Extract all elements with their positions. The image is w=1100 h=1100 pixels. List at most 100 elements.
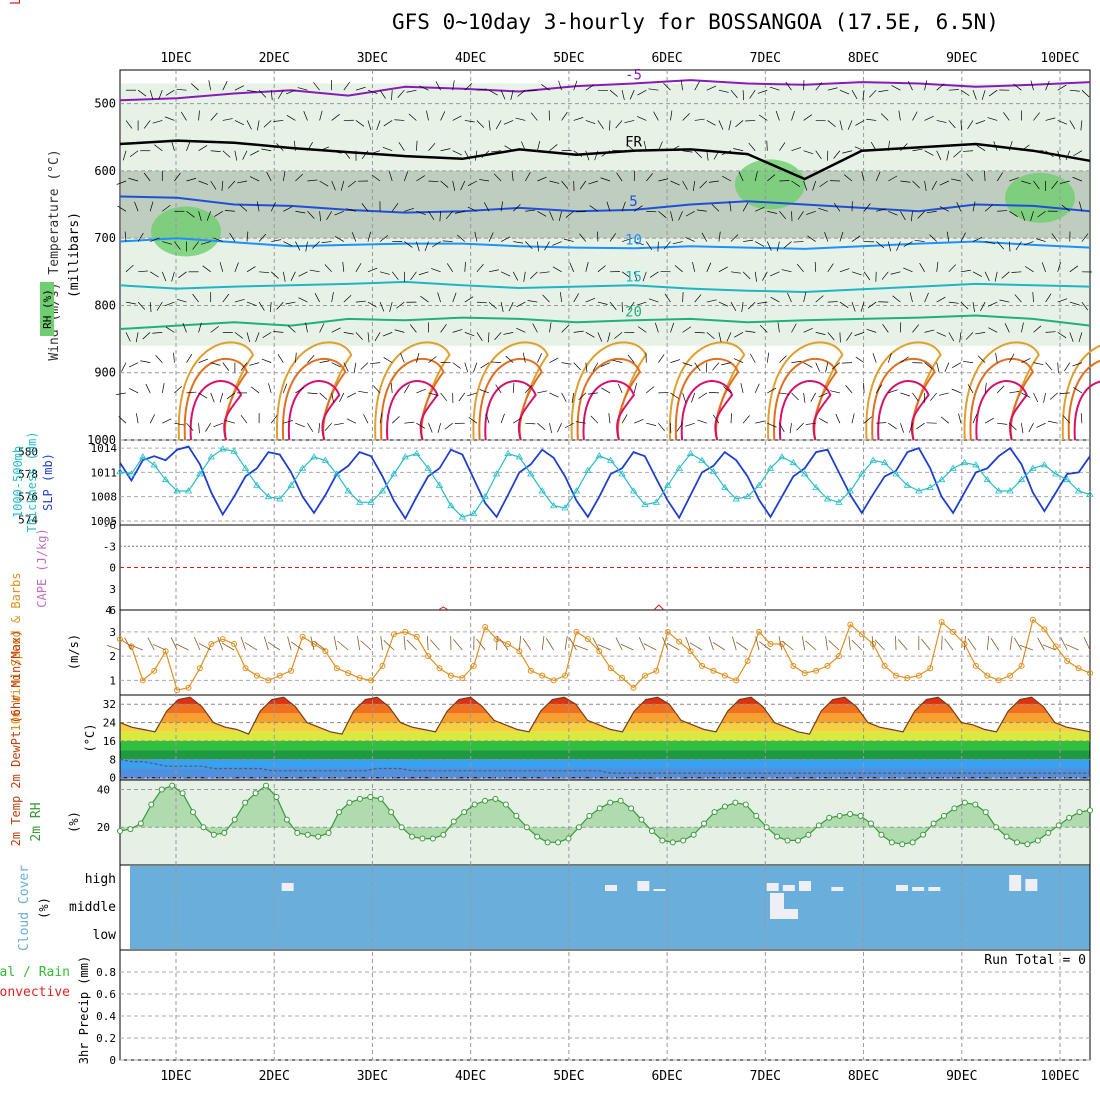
wind-barb: [993, 141, 998, 151]
wind-speed-point: [276, 672, 283, 679]
wind-barb: [770, 296, 780, 303]
wind-barb: [488, 89, 498, 96]
wind-barb: [930, 392, 937, 401]
wind-barb: [1030, 80, 1034, 91]
wind-barb: [705, 362, 708, 373]
wind-barb: [335, 236, 344, 242]
wind-barb: [314, 293, 320, 303]
wind-barb: [511, 171, 514, 182]
wind-barb: [1081, 89, 1090, 98]
rh2m-point: [1066, 814, 1073, 821]
thickness-point: [641, 500, 649, 507]
wind-barb: [699, 180, 708, 189]
wind-barb: [827, 120, 836, 128]
wind-barb: [743, 239, 754, 242]
wind-barb: [697, 419, 707, 424]
rh2m-point: [377, 795, 384, 802]
wind-barb: [137, 89, 147, 97]
wind-barb: [442, 240, 453, 242]
wind-barb: [946, 231, 950, 242]
rh2m-point: [242, 799, 249, 806]
wind-barb: [929, 234, 937, 242]
thickness-ylabel-2: Thickness (dm): [25, 431, 39, 532]
wind-barb: [975, 332, 986, 335]
contour-label: 15: [625, 269, 642, 285]
wind-barb: [479, 179, 490, 182]
wind-barb: [234, 298, 245, 303]
wind-speed-point: [368, 677, 375, 684]
wind-barb: [307, 422, 314, 432]
cloud-high-bar: [912, 887, 925, 891]
rh2m-point: [169, 782, 176, 789]
wind-barb: [383, 120, 393, 127]
wind-barb: [213, 237, 223, 242]
wind-barb: [474, 231, 478, 242]
wind-barb: [418, 271, 429, 276]
wind-barb: [1035, 238, 1046, 242]
wind-barb: [653, 111, 659, 121]
wind-barb: [860, 301, 865, 312]
wind-barb-10m: [403, 636, 406, 651]
thickness-point: [367, 498, 375, 505]
rh2m-point: [659, 837, 666, 844]
wind-barb-10m: [426, 635, 429, 651]
wind-barb-10m: [759, 641, 771, 651]
wind-barb: [1057, 298, 1068, 303]
wind-barb: [1036, 422, 1046, 428]
wind-speed-point: [778, 641, 785, 647]
wind-barb: [261, 148, 272, 152]
wind-barb: [161, 271, 167, 282]
wind-speed-point: [1007, 672, 1014, 679]
wind-barb-10m: [1060, 637, 1068, 651]
wind-barb: [234, 332, 244, 339]
wind-barb: [745, 120, 756, 122]
wind-barb: [428, 142, 436, 151]
cloud-high-bar: [637, 881, 650, 891]
wind-barb: [1078, 332, 1083, 343]
wind-barb: [685, 422, 695, 427]
wind-barb: [609, 301, 617, 311]
thickness-point: [1017, 475, 1026, 483]
wind-speed-point: [641, 672, 648, 679]
cloud-tick-label: middle: [69, 900, 116, 915]
wind-barb: [537, 390, 548, 394]
wind-barb: [730, 413, 732, 424]
wind-barb: [367, 301, 377, 308]
wind-barb: [205, 422, 211, 432]
wind-barb: [298, 297, 308, 303]
wind-barb: [343, 81, 350, 91]
wind-barb-10m: [564, 636, 568, 651]
precip-ylabel: 3hr Precip (mm): [77, 956, 91, 1064]
wind-barb: [851, 271, 862, 276]
wind-barb: [643, 140, 647, 151]
pressure-tick-label: 700: [94, 231, 116, 245]
rh-band: [121, 83, 1089, 171]
wind-barb: [825, 362, 829, 373]
wind-barb: [128, 177, 139, 182]
wind-barb: [269, 302, 272, 313]
wind-barb: [824, 231, 829, 242]
wind-barb: [240, 362, 248, 371]
cloud-high-bar: [799, 881, 811, 891]
wind-barb: [960, 89, 970, 96]
wind-barb: [940, 416, 950, 424]
wind-speed-point: [390, 631, 397, 638]
wind-barb: [916, 422, 925, 430]
thickness-point: [572, 487, 581, 494]
wind-barb: [214, 210, 223, 217]
wind-barb: [754, 271, 757, 282]
wind-barb-10m: [643, 643, 657, 651]
wind-barb: [476, 264, 484, 273]
wind-barb: [355, 120, 365, 127]
wind-barb: [178, 271, 187, 279]
wind-barb-10m: [615, 637, 623, 651]
wind-barb: [517, 89, 526, 97]
wind-barb: [706, 150, 709, 161]
wind-barb: [464, 120, 475, 123]
rh2m-point: [356, 795, 363, 802]
wind-barb: [748, 142, 756, 151]
wind-barb: [1021, 180, 1032, 185]
pressure-tick-label: 900: [94, 366, 116, 380]
temp-ylabel: 2m Temp 2m DewPt (6hr Min/Max): [9, 630, 23, 847]
temp-color-band: [120, 768, 1090, 778]
